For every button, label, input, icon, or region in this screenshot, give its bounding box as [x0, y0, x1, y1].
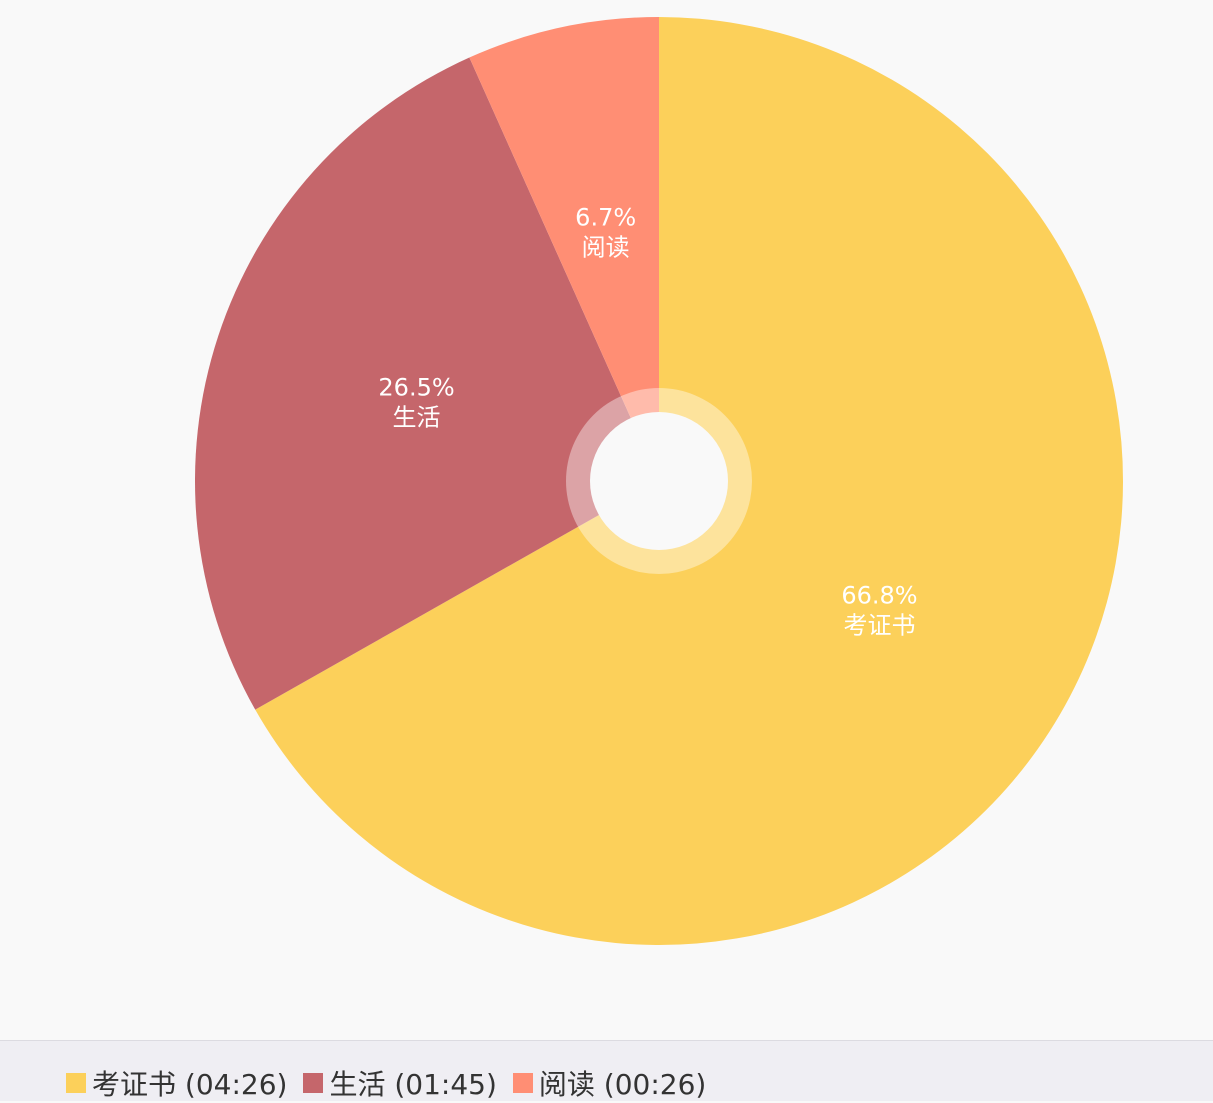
legend-label-life: 生活 (01:45): [329, 1068, 497, 1101]
legend: 考证书 (04:26) 生活 (01:45) 阅读 (00:26): [66, 1063, 722, 1103]
legend-label-reading: 阅读 (00:26): [538, 1068, 707, 1101]
legend-item-life[interactable]: 生活 (01:45): [303, 1063, 497, 1103]
legend-label-exam: 考证书 (04:26): [92, 1068, 288, 1101]
slice-name-label-life: 生活: [393, 403, 441, 431]
legend-item-exam[interactable]: 考证书 (04:26): [66, 1063, 287, 1103]
slice-name-label-reading: 阅读: [582, 233, 630, 261]
pie-chart: 66.8%考证书 26.5%生活 6.7%阅读: [194, 17, 1123, 945]
chart-area: 66.8% 考证书 26.5% 生活 6.7% 阅读: [194, 17, 1123, 945]
legend-swatch-life: [303, 1073, 324, 1093]
slice-percent-label-life: 26.5%: [378, 373, 454, 401]
donut-hole: [566, 388, 752, 574]
pie-slice-life[interactable]: [194, 57, 659, 710]
slice-percent-label-reading: 6.7%: [575, 203, 636, 231]
legend-bar: 考证书 (04:26) 生活 (01:45) 阅读 (00:26): [0, 1040, 1213, 1101]
legend-item-reading[interactable]: 阅读 (00:26): [512, 1063, 707, 1103]
slice-name-label-exam: 考证书: [843, 612, 915, 640]
slice-labels: 66.8%考证书 26.5%生活 6.7%阅读: [378, 203, 917, 639]
pie-slice-reading[interactable]: [469, 17, 659, 481]
donut-center: [590, 412, 728, 550]
slice-percent-label-exam: 66.8%: [841, 582, 917, 610]
legend-swatch-exam: [66, 1073, 86, 1093]
legend-swatch-reading: [512, 1073, 533, 1093]
